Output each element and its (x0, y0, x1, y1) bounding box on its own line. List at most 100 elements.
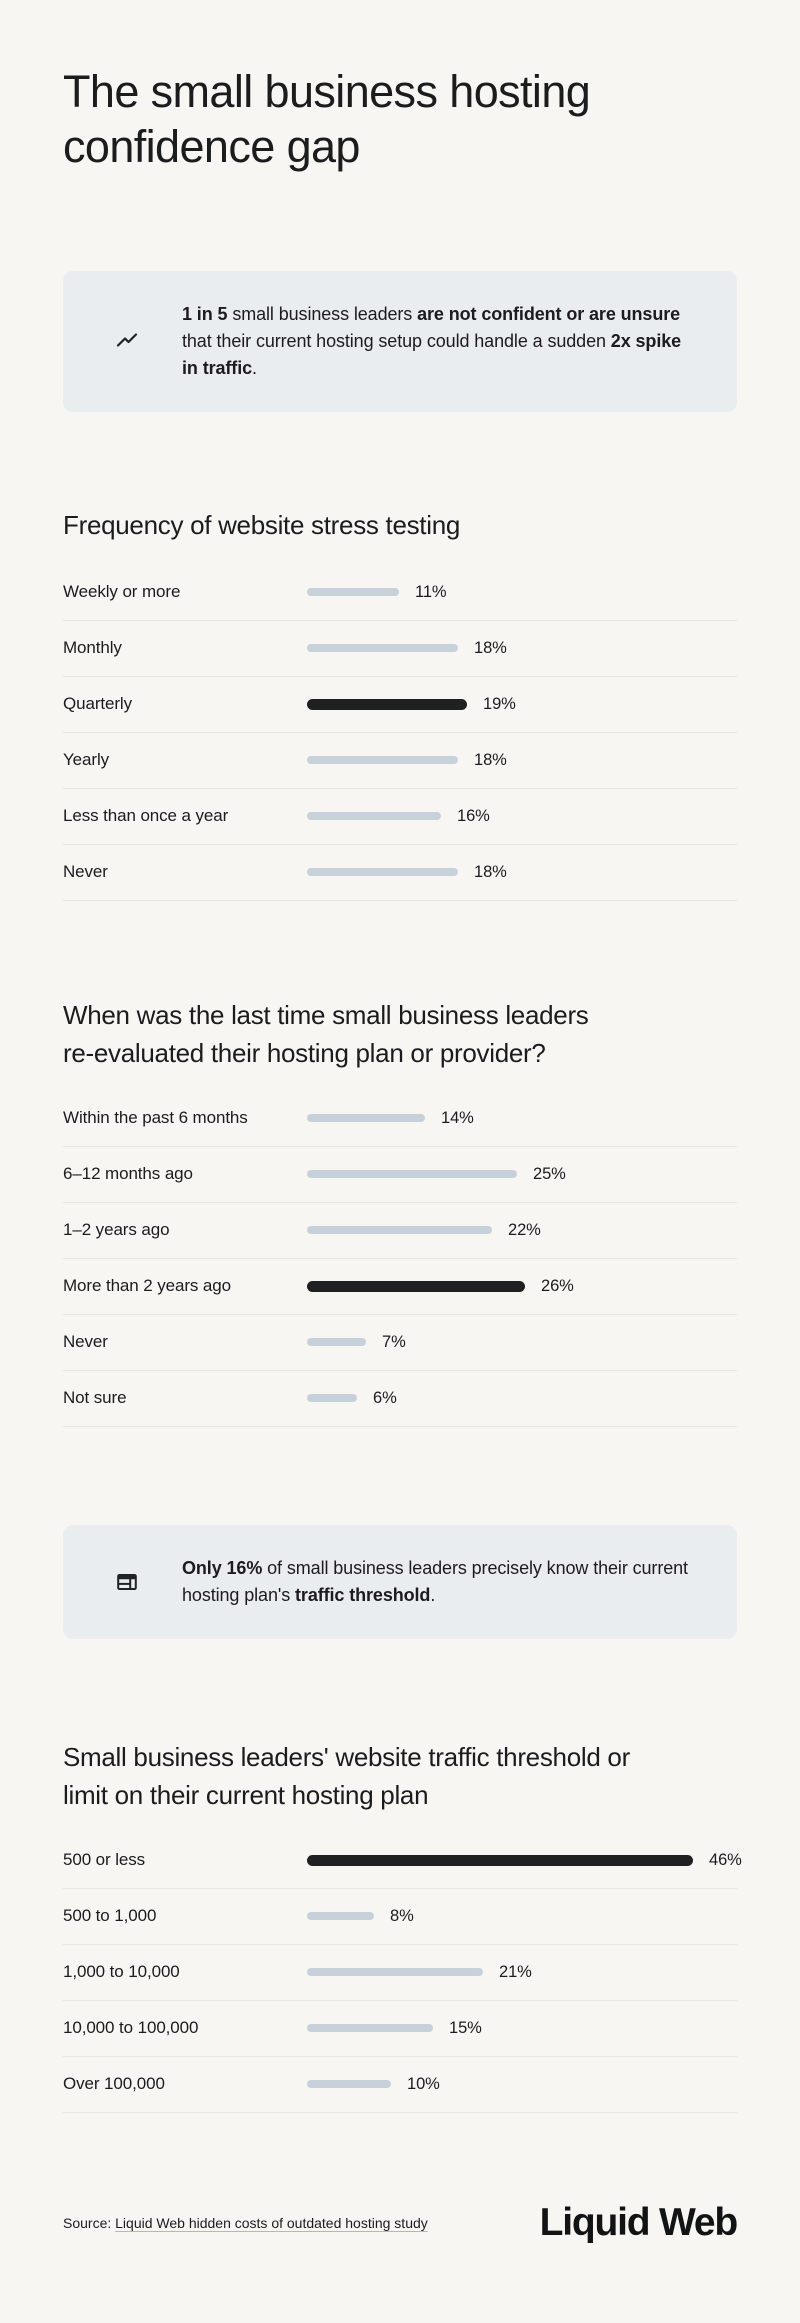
percent-label: 26% (541, 1276, 574, 1295)
percent-label: 18% (474, 862, 507, 881)
callout-traffic-threshold: Only 16% of small business leaders preci… (63, 1524, 737, 1639)
chart-reevaluated: Within the past 6 months 14% 6–12 months a… (63, 1091, 737, 1427)
row-label: Never (63, 862, 108, 882)
bar (307, 868, 458, 877)
bar-track: 16% (307, 807, 737, 826)
infographic: The small business hosting confidence ga… (0, 65, 800, 2293)
bar-track: 15% (307, 2019, 737, 2038)
row-label: Less than once a year (63, 806, 229, 826)
chart-row: Within the past 6 months 14% (63, 1091, 737, 1147)
row-label: Monthly (63, 638, 122, 658)
chart-row: Weekly or more 11% (63, 565, 737, 621)
section-reevaluated: When was the last time small business le… (63, 997, 737, 1427)
chart-row: Yearly 18% (63, 733, 737, 789)
callout-text: Only 16% of small business leaders preci… (182, 1557, 688, 1605)
bar (307, 756, 458, 765)
bar-track: 18% (307, 751, 737, 770)
percent-label: 18% (474, 750, 507, 769)
bar (307, 644, 458, 653)
bar-track: 10% (307, 2075, 737, 2094)
page-title: The small business hosting confidence ga… (63, 66, 591, 172)
row-label: Quarterly (63, 694, 133, 714)
percent-label: 8% (390, 1906, 414, 1925)
chart-traffic-threshold: 500 or less 46% 500 to 1,000 8% 1,000 to 10,… (63, 1833, 742, 2113)
chart-row: Less than once a year 16% (63, 789, 737, 845)
chart-row: More than 2 years ago 26% (63, 1259, 737, 1315)
chart-row: Never 18% (63, 845, 737, 901)
row-label: Within the past 6 months (63, 1108, 248, 1128)
row-label: 1,000 to 10,000 (63, 1962, 180, 1982)
row-label: 1–2 years ago (63, 1220, 170, 1240)
percent-label: 19% (483, 694, 516, 713)
bar-track: 11% (307, 583, 737, 602)
chart-row: 10,000 to 100,000 15% (63, 2001, 737, 2057)
bar-highlighted (307, 1280, 525, 1292)
row-label: More than 2 years ago (63, 1276, 231, 1296)
bar-highlighted (307, 1854, 693, 1866)
source-prefix: Source: (63, 2214, 116, 2231)
bar-track: 8% (307, 1907, 737, 1926)
bar-track: 7% (307, 1333, 737, 1352)
chart-row: 500 or less 46% (63, 1833, 742, 1889)
row-label: Weekly or more (63, 582, 181, 602)
row-label: Not sure (63, 1388, 127, 1408)
chart-row: 1–2 years ago 22% (63, 1203, 737, 1259)
bar-track: 19% (307, 695, 737, 714)
bar-track: 18% (307, 639, 737, 658)
bar-track: 26% (307, 1277, 737, 1296)
bar (307, 2080, 391, 2089)
bar-track: 18% (307, 863, 737, 882)
bar (307, 1226, 492, 1235)
row-label: 10,000 to 100,000 (63, 2018, 199, 2038)
chart-row: Monthly 18% (63, 621, 737, 677)
percent-label: 21% (499, 1962, 532, 1981)
bar-highlighted (307, 698, 467, 710)
bar (307, 2024, 433, 2033)
percent-label: 22% (508, 1220, 541, 1239)
liquidweb-logo: Liquid Web (539, 2200, 739, 2244)
bar-track: 22% (307, 1221, 737, 1240)
bar (307, 1338, 366, 1347)
percent-label: 15% (449, 2018, 482, 2037)
percent-label: 11% (415, 582, 447, 601)
chart-row: 500 to 1,000 8% (63, 1889, 737, 1945)
percent-label: 18% (474, 638, 507, 657)
row-label: 500 or less (63, 1850, 146, 1870)
chart-row: 1,000 to 10,000 21% (63, 1945, 737, 2001)
chart-row: Not sure 6% (63, 1371, 737, 1427)
source-link[interactable]: Liquid Web hidden costs of outdated host… (115, 2214, 428, 2231)
chart-row: Quarterly 19% (63, 677, 737, 733)
percent-label: 10% (407, 2074, 440, 2093)
row-label: Yearly (63, 750, 110, 770)
footer: Source: Liquid Web hidden costs of outda… (63, 2200, 739, 2245)
chart-title-reevaluated: When was the last time small business le… (63, 999, 589, 1068)
row-label: Over 100,000 (63, 2074, 165, 2094)
percent-label: 25% (533, 1164, 566, 1183)
source-text: Source: Liquid Web hidden costs of outda… (63, 2215, 428, 2231)
bar (307, 1170, 517, 1179)
bar-track: 6% (307, 1389, 737, 1408)
bar-track: 21% (307, 1963, 737, 1982)
percent-label: 7% (382, 1332, 406, 1351)
row-label: 500 to 1,000 (63, 1906, 157, 1926)
section-traffic-threshold: Small business leaders' website traffic … (63, 1739, 742, 2113)
trending-up-icon (115, 329, 139, 353)
percent-label: 46% (709, 1850, 742, 1869)
web-layout-icon (115, 1570, 139, 1594)
row-label: Never (63, 1332, 108, 1352)
row-label: 6–12 months ago (63, 1164, 193, 1184)
bar-track: 25% (307, 1165, 737, 1184)
percent-label: 14% (441, 1108, 474, 1127)
bar (307, 588, 399, 597)
chart-title-stress-testing: Frequency of website stress testing (63, 509, 461, 540)
callout-traffic-spike: 1 in 5 small business leaders are not co… (63, 270, 737, 412)
bar-track: 14% (307, 1109, 737, 1128)
bar (307, 1912, 374, 1921)
chart-title-traffic-threshold: Small business leaders' website traffic … (63, 1741, 630, 1810)
bar (307, 1114, 425, 1123)
percent-label: 6% (373, 1388, 397, 1407)
chart-row: Over 100,000 10% (63, 2057, 737, 2113)
callout-text: 1 in 5 small business leaders are not co… (182, 303, 682, 378)
bar (307, 812, 441, 821)
bar-track: 46% (307, 1851, 742, 1870)
